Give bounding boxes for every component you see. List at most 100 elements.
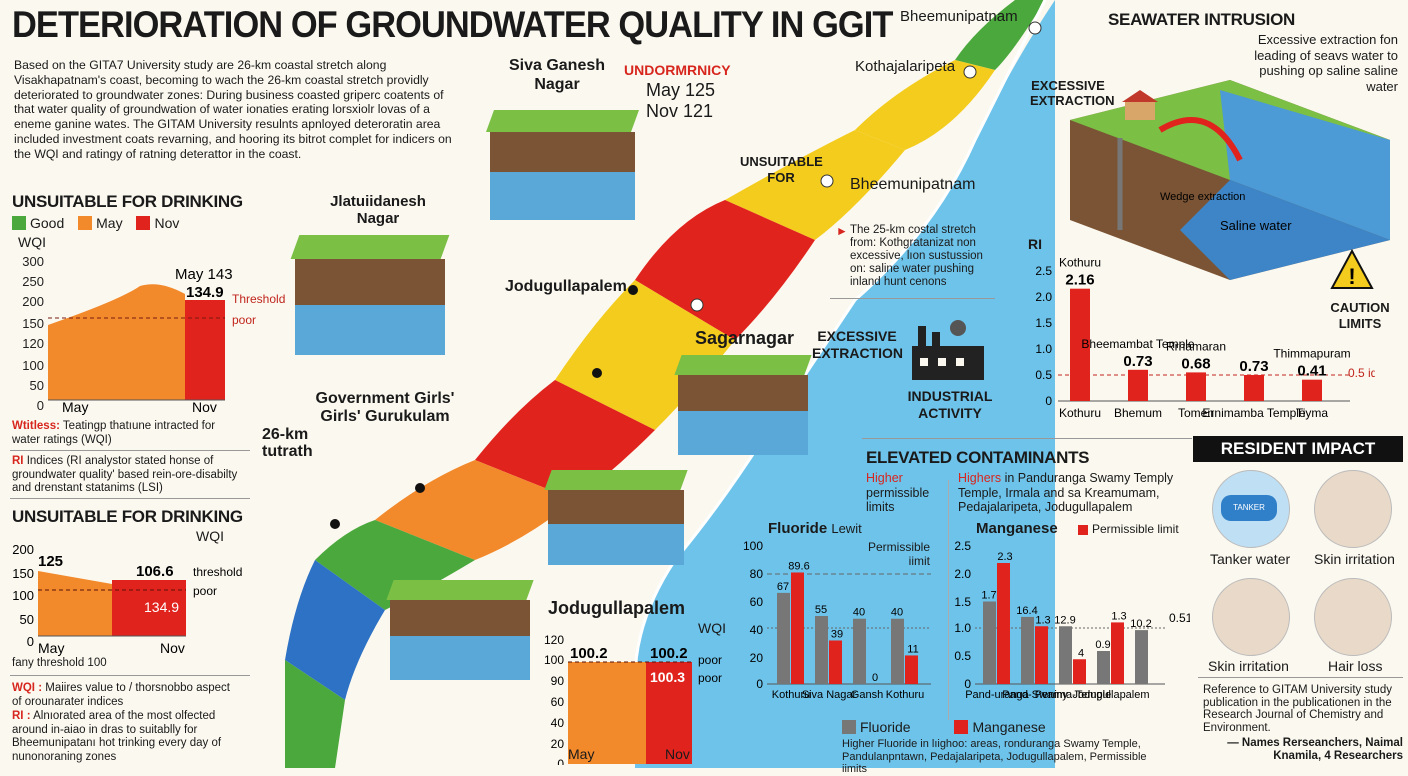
section2-footnote: fany threshold 100 [12, 657, 107, 669]
mn-bar-manganese [1073, 659, 1086, 684]
jd-tick: 100 [544, 653, 564, 667]
s1-tick: 120 [22, 336, 44, 351]
ri-category: Tiyma [1296, 406, 1329, 420]
ri-value: 0.73 [1239, 358, 1268, 375]
fl-category: Kothuru [772, 689, 811, 701]
jd-cat-nov: Nov [665, 746, 690, 762]
zone-red [635, 200, 815, 340]
place-govt: Government Girls' Girls' Gurukulam [315, 390, 455, 425]
ri-ideal: 0.5 ideal limit [1348, 366, 1375, 380]
s2-may-value: 125 [38, 553, 63, 570]
undor-may: May 125 [646, 80, 716, 100]
soil-block-5 [386, 580, 534, 680]
soil-block-1 [485, 110, 640, 220]
mn-bar-fluoride [983, 601, 996, 684]
s2-tick: 50 [20, 612, 34, 627]
ri-category: Kothuru [1059, 406, 1101, 420]
fl-label: 55 [815, 604, 827, 616]
skin-irritation-icon-2 [1212, 578, 1290, 656]
jd-tick: 90 [551, 674, 565, 688]
fl-label: 40 [891, 607, 903, 619]
ri-category: Ernimamba Temple [1202, 406, 1305, 420]
notes2-w: WQI : Maiires value to / thorsnobbo aspe… [12, 682, 230, 708]
mn-end-label: 0.51 [1169, 611, 1190, 625]
section1-axis-label: WQI [18, 234, 46, 250]
mn-category: Pand-uranga [965, 689, 1029, 701]
ri-value: 0.68 [1181, 355, 1210, 372]
s1-tick: 200 [22, 294, 44, 309]
jodu-chart: 120 100 90 60 40 20 0 100.2 100.2 100.3 … [544, 633, 722, 765]
place-jodu: Jodugullapalem [505, 278, 627, 295]
intro-text: Based on the GITA7 University study are … [14, 58, 452, 161]
s2-tick: 100 [12, 588, 34, 603]
mn-tick: 2.0 [954, 567, 971, 581]
mn-label: 0.9 [1095, 639, 1110, 651]
divider [862, 438, 1192, 439]
mn-label: 4 [1078, 647, 1084, 659]
fl-bar-manganese [829, 640, 842, 684]
undor-nov: Nov 121 [646, 101, 714, 121]
seawater-excessive: EXCESSIVE EXTRACTION [1030, 78, 1115, 108]
ri-top-label: Kothuru [1059, 256, 1101, 270]
place-bhee-top: Bheemunipatnam [900, 8, 1018, 25]
jd-tick: 60 [551, 695, 565, 709]
mn-category: Jodugullapalem [1072, 689, 1149, 701]
jd-cat-may: May [568, 746, 595, 762]
mn-label: 2.3 [997, 551, 1012, 563]
s2-tick: 200 [12, 542, 34, 557]
mn-tick: 1.0 [954, 621, 971, 635]
notes1-ri: RI Indices (RI analystor stated honse of… [12, 455, 238, 494]
s2-tick: 0 [27, 634, 34, 649]
s1-poor: poor [232, 313, 256, 327]
fl-bar-fluoride [891, 618, 904, 684]
legend-good: Good [30, 215, 65, 231]
fl-label: 39 [831, 628, 843, 640]
s2-cat-nov: Nov [160, 640, 185, 656]
fluoride-perm: Permissible iimit [868, 540, 931, 568]
marker [330, 519, 340, 529]
mn-bar-fluoride [1021, 616, 1034, 684]
zone-blue [285, 560, 385, 700]
jd-nov-value: 100.2 [650, 645, 688, 662]
mn-category: Pand-Swamy [1002, 689, 1068, 701]
ri-category: Tomen [1178, 406, 1214, 420]
soil-block-3 [674, 355, 812, 455]
divider [10, 498, 250, 499]
wedge-label: Wedge extraction [1160, 191, 1245, 203]
divider [10, 450, 250, 451]
svg-text:!: ! [1348, 264, 1355, 289]
perm-swatch [1078, 525, 1088, 535]
page-title: DETERIORATION OF GROUNDWATER QUALITY IN … [12, 4, 893, 45]
fl-category: Siva Nagar [802, 689, 857, 701]
bottom-legend: Fluoride Manganese [842, 719, 1046, 735]
jd-poor1: poor [698, 653, 722, 667]
jodu-axis-label: WQI [698, 620, 726, 636]
ri-value: 2.16 [1065, 272, 1094, 289]
fl-tick: 0 [756, 677, 763, 691]
zone-yellow [855, 60, 995, 150]
fl-bar-manganese [905, 655, 918, 684]
s1-area-may [48, 284, 185, 400]
marker [963, 65, 977, 79]
s1-threshold: Threshold [232, 292, 285, 306]
ri-tick: 2.0 [1035, 290, 1052, 304]
seawater-diagram: Wedge extraction Saline water [1070, 80, 1390, 280]
s1-tick: 300 [22, 254, 44, 269]
jd-tick: 120 [544, 633, 564, 647]
elevated-left-note: Higher permissible limits [866, 471, 930, 514]
mn-label: 1.3 [1111, 610, 1126, 622]
marker [592, 368, 602, 378]
fl-bar-fluoride [777, 592, 790, 684]
ri-bar [1302, 379, 1322, 401]
undor-label: UNDORMRNICY [624, 62, 731, 78]
ri-tick: 0.5 [1035, 368, 1052, 382]
s1-tick: 100 [22, 358, 44, 373]
jd-bar-may [568, 662, 646, 764]
mn-label: 12.9 [1054, 614, 1075, 626]
elevated-title: ELEVATED CONTAMINANTS [866, 448, 1090, 467]
mn-bar-manganese [997, 563, 1010, 684]
place-sagar: Sagarnagar [695, 328, 795, 348]
place-kotha: Kothajalaripeta [855, 58, 956, 75]
mn-bar-fluoride [1097, 651, 1110, 684]
mn-bar-manganese [1035, 626, 1048, 684]
